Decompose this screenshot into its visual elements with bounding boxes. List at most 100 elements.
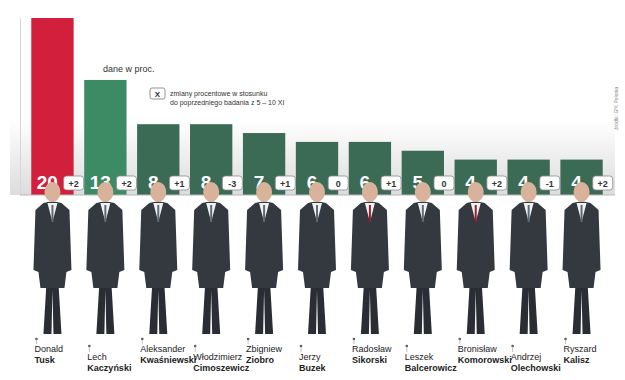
figure-tie: [263, 205, 265, 222]
figure-legs: [149, 283, 167, 334]
figure-body: [563, 202, 601, 289]
category-label: AleksanderKwaśniewski: [140, 344, 196, 365]
change-box: [169, 176, 189, 190]
category-label-line: Ryszard: [564, 344, 597, 354]
figure-head: [97, 182, 113, 202]
change-label: 0: [336, 179, 341, 189]
figure-head: [415, 182, 431, 202]
category-label: AndrzejOlechowski: [511, 352, 561, 373]
figure-body: [245, 202, 283, 289]
figure: [192, 182, 230, 334]
category-label: JerzyBuzek: [299, 352, 327, 373]
change-box: [487, 176, 507, 190]
figure-body: [510, 202, 548, 289]
key-symbol: X: [155, 90, 161, 99]
category-label-line: Tusk: [34, 355, 55, 365]
figure: [33, 182, 71, 334]
key-text: zmiany procentowe w stosunku: [170, 90, 267, 98]
figure-head: [150, 182, 166, 202]
figure-legs: [43, 283, 61, 334]
change-box: [328, 176, 348, 190]
category-label-line: Komorowski: [458, 355, 512, 365]
category-label-line: Aleksander: [140, 344, 185, 354]
category-label: BronisławKomorowski: [458, 344, 512, 365]
change-box: [381, 176, 401, 190]
figure-tie: [104, 205, 106, 222]
category-label-line: Buzek: [299, 363, 327, 373]
change-box: [540, 176, 560, 190]
category-label-line: Sikorski: [352, 355, 387, 365]
change-box: [593, 176, 613, 190]
figure-shirt: [153, 203, 163, 222]
category-label-line: Ziobro: [246, 355, 274, 365]
figure-legs: [361, 283, 379, 334]
figure-tie: [422, 205, 424, 222]
figure: [139, 182, 177, 334]
y-axis: [20, 19, 21, 196]
figure-shirt: [259, 203, 269, 222]
figure-shirt: [312, 203, 322, 222]
source: źródło: GfK Polonia: [613, 87, 619, 130]
figures: [33, 182, 600, 334]
figure-head: [44, 182, 60, 202]
figure-shirt: [577, 203, 587, 222]
figure-shirt: [206, 203, 216, 222]
figure-legs: [467, 283, 485, 334]
figure: [86, 182, 124, 334]
figure-tie: [157, 205, 159, 222]
figure-legs: [202, 283, 220, 334]
units-note: dane w proc.: [103, 64, 155, 74]
change-label: +1: [280, 179, 290, 189]
figure-body: [351, 202, 389, 289]
figure-tie: [316, 205, 318, 222]
figure: [298, 182, 336, 334]
figure-legs: [308, 283, 326, 334]
figure-shirt: [47, 203, 57, 222]
figure-shirt: [365, 203, 375, 222]
figure: [245, 182, 283, 334]
category-label-line: Andrzej: [511, 352, 542, 362]
category-labels: DonaldTusk LechKaczyński AleksanderKwaśnie…: [34, 338, 596, 373]
change-label: -1: [546, 179, 554, 189]
figure-body: [404, 202, 442, 289]
category-label-line: Kaczyński: [87, 363, 131, 373]
category-label-line: Kalisz: [564, 355, 591, 365]
figure-head: [521, 182, 537, 202]
figure-body: [33, 202, 71, 289]
category-label: LeszekBalcerowicz: [405, 352, 458, 373]
change-box: [117, 176, 137, 190]
change-box: [275, 176, 295, 190]
category-label-line: Jerzy: [299, 352, 321, 362]
figure-shirt: [100, 203, 110, 222]
category-label-line: Balcerowicz: [405, 363, 458, 373]
change-box: [222, 176, 242, 190]
figure-tie: [528, 205, 530, 222]
figure-tie: [210, 205, 212, 222]
figure: [404, 182, 442, 334]
figure: [510, 182, 548, 334]
figure-legs: [255, 283, 273, 334]
change-label: -3: [228, 179, 236, 189]
figure-body: [457, 202, 495, 289]
category-label-line: Lech: [87, 352, 107, 362]
category-label: ZbigniewZiobro: [246, 344, 283, 365]
figure-tie: [369, 205, 371, 222]
change-box: [64, 176, 84, 190]
change-label: +1: [386, 179, 396, 189]
change-label: +2: [598, 179, 608, 189]
figure-head: [468, 182, 484, 202]
category-label-line: Włodzimierz: [193, 352, 243, 362]
category-label: DonaldTusk: [34, 344, 63, 365]
category-label-line: Cimoszewicz: [193, 363, 250, 373]
figure-head: [309, 182, 325, 202]
category-label-line: Bronisław: [458, 344, 498, 354]
figure: [563, 182, 601, 334]
y-axis-line: [20, 19, 21, 196]
figure-body: [192, 202, 230, 289]
category-label: LechKaczyński: [87, 352, 131, 373]
category-label: RyszardKalisz: [564, 344, 597, 365]
figure-head: [256, 182, 272, 202]
figure: [351, 182, 389, 334]
figure-legs: [414, 283, 432, 334]
figure: [457, 182, 495, 334]
